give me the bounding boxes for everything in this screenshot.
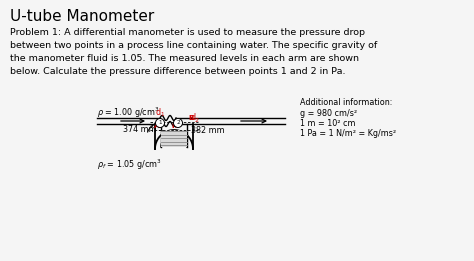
Text: U-tube Manometer: U-tube Manometer (10, 9, 154, 24)
Text: 382 mm: 382 mm (191, 126, 225, 135)
Text: d$_1$: d$_1$ (155, 107, 165, 119)
Text: A: A (155, 123, 160, 129)
Text: B: B (188, 116, 193, 122)
Text: 2: 2 (194, 118, 199, 123)
Text: h: h (172, 123, 177, 129)
Text: Problem 1: A differential manometer is used to measure the pressure drop
between: Problem 1: A differential manometer is u… (10, 28, 377, 75)
Text: $\rho_f$ = 1.05 g/cm$^3$: $\rho_f$ = 1.05 g/cm$^3$ (97, 158, 162, 172)
Circle shape (155, 118, 164, 128)
Circle shape (173, 118, 182, 128)
Text: 1 Pa = 1 N/m² = Kg/ms²: 1 Pa = 1 N/m² = Kg/ms² (300, 129, 396, 139)
Text: 1 m = 10² cm: 1 m = 10² cm (300, 119, 356, 128)
Text: $\rho$ = 1.00 g/cm$^3$: $\rho$ = 1.00 g/cm$^3$ (97, 106, 159, 120)
Text: 2: 2 (176, 121, 180, 126)
Text: d: d (191, 113, 196, 122)
Text: 1: 1 (158, 121, 162, 126)
Text: 374 mm: 374 mm (123, 126, 157, 134)
Bar (161, 130, 187, 147)
Text: g = 980 cm/s²: g = 980 cm/s² (300, 109, 357, 117)
Text: Additional information:: Additional information: (300, 98, 392, 107)
